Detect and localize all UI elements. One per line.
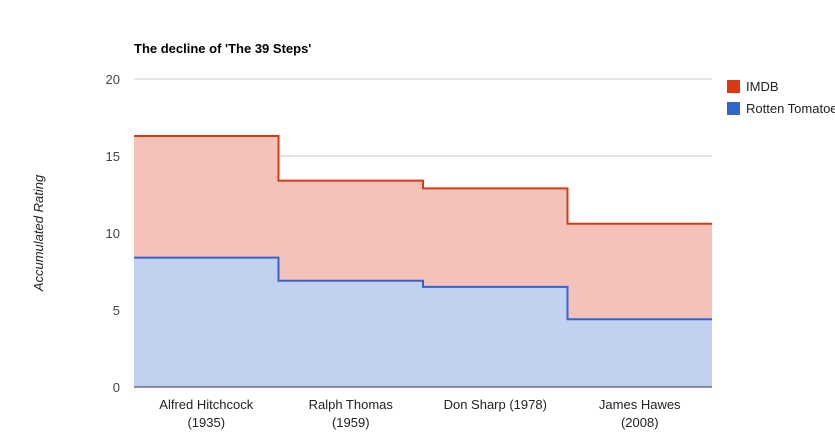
legend-label: IMDB bbox=[746, 79, 779, 94]
x-category-label: (1935) bbox=[187, 415, 225, 430]
legend-item[interactable]: Rotten Tomatoes bbox=[727, 101, 835, 116]
y-tick-label: 20 bbox=[106, 72, 120, 87]
y-tick-label: 0 bbox=[113, 380, 120, 395]
x-category-label: Don Sharp (1978) bbox=[444, 397, 547, 412]
legend-swatch bbox=[727, 102, 740, 115]
y-axis-label: Accumulated Rating bbox=[31, 174, 46, 292]
chart-title: The decline of 'The 39 Steps' bbox=[134, 41, 311, 56]
x-category-label: Alfred Hitchcock bbox=[159, 397, 253, 412]
line-rotten-tomatoes bbox=[134, 256, 712, 321]
legend-label: Rotten Tomatoes bbox=[746, 101, 835, 116]
legend[interactable]: IMDB Rotten Tomatoes bbox=[727, 79, 835, 116]
x-axis-categories: Alfred Hitchcock (1935) Ralph Thomas (1959)… bbox=[159, 397, 681, 430]
legend-swatch bbox=[727, 80, 740, 93]
y-axis-ticks: 0 5 10 15 20 bbox=[106, 72, 120, 395]
series-lines bbox=[134, 134, 712, 388]
y-tick-label: 5 bbox=[113, 303, 120, 318]
x-category-label: (1959) bbox=[332, 415, 370, 430]
y-tick-label: 15 bbox=[106, 149, 120, 164]
line-imdb bbox=[134, 134, 712, 225]
x-category-label: James Hawes bbox=[599, 397, 681, 412]
y-tick-label: 10 bbox=[106, 226, 120, 241]
x-category-label: (2008) bbox=[621, 415, 659, 430]
legend-item[interactable]: IMDB bbox=[727, 79, 779, 94]
x-category-label: Ralph Thomas bbox=[309, 397, 394, 412]
area-series bbox=[134, 135, 712, 387]
